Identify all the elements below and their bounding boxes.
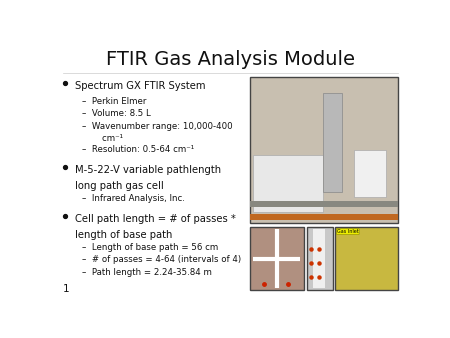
Text: Gas Inlet: Gas Inlet — [337, 229, 359, 234]
Text: length of base path: length of base path — [76, 230, 173, 240]
Text: –  Volume: 8.5 L: – Volume: 8.5 L — [82, 109, 151, 118]
FancyBboxPatch shape — [335, 227, 398, 290]
Text: cm⁻¹: cm⁻¹ — [91, 134, 123, 143]
FancyBboxPatch shape — [323, 93, 342, 192]
Text: FTIR Gas Analysis Module: FTIR Gas Analysis Module — [106, 50, 355, 69]
Text: –  Wavenumber range: 10,000-400: – Wavenumber range: 10,000-400 — [82, 121, 233, 130]
Text: Cell path length = # of passes *: Cell path length = # of passes * — [76, 214, 236, 224]
Text: –  Infrared Analysis, Inc.: – Infrared Analysis, Inc. — [82, 194, 185, 203]
Text: –  Length of base path = 56 cm: – Length of base path = 56 cm — [82, 243, 219, 252]
FancyBboxPatch shape — [250, 77, 398, 223]
FancyBboxPatch shape — [253, 155, 323, 212]
FancyBboxPatch shape — [313, 229, 325, 288]
FancyBboxPatch shape — [306, 227, 333, 290]
Text: Spectrum GX FTIR System: Spectrum GX FTIR System — [76, 81, 206, 91]
Text: long path gas cell: long path gas cell — [76, 181, 164, 191]
Text: 1: 1 — [63, 284, 69, 294]
FancyBboxPatch shape — [250, 214, 398, 220]
Text: M-5-22-V variable pathlength: M-5-22-V variable pathlength — [76, 165, 221, 175]
FancyBboxPatch shape — [250, 201, 398, 207]
FancyBboxPatch shape — [355, 150, 386, 197]
Text: –  Resolution: 0.5-64 cm⁻¹: – Resolution: 0.5-64 cm⁻¹ — [82, 145, 195, 154]
Text: –  Perkin Elmer: – Perkin Elmer — [82, 97, 147, 105]
Text: –  Path length = 2.24-35.84 m: – Path length = 2.24-35.84 m — [82, 268, 212, 277]
Text: –  # of passes = 4-64 (intervals of 4): – # of passes = 4-64 (intervals of 4) — [82, 255, 242, 264]
FancyBboxPatch shape — [250, 227, 304, 290]
